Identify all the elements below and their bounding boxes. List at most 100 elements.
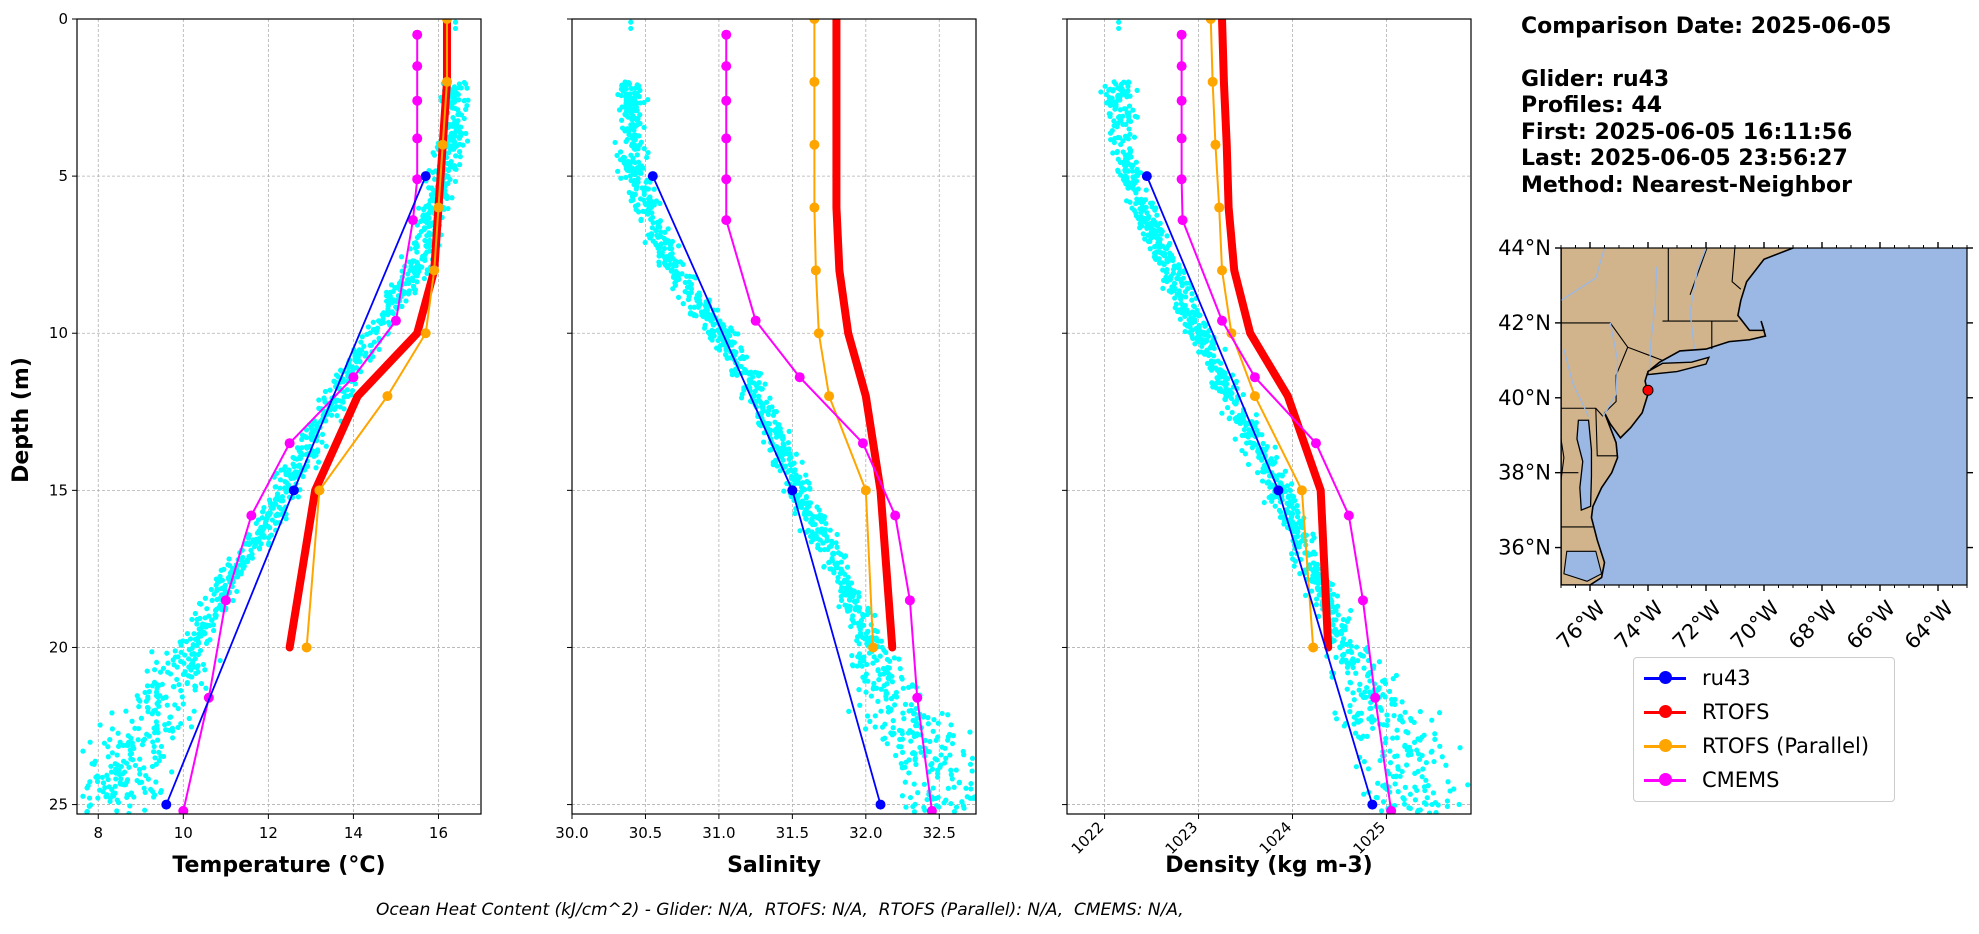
scatter-point (155, 737, 161, 743)
scatter-point (1428, 749, 1434, 755)
scatter-point (821, 530, 828, 536)
scatter-point (394, 285, 400, 291)
scatter-point (202, 630, 208, 637)
scatter-point (365, 324, 371, 330)
scatter-point (930, 785, 936, 791)
scatter-point (129, 718, 135, 724)
scatter-point (1338, 631, 1345, 637)
scatter-point (1154, 212, 1160, 218)
scatter-point (453, 153, 459, 159)
scatter-point (261, 504, 267, 511)
scatter-point (1229, 409, 1235, 416)
scatter-point (1122, 133, 1129, 139)
scatter-point (946, 731, 953, 737)
x-tick-label: 14 (344, 824, 363, 842)
scatter-point (680, 261, 686, 268)
scatter-point (1310, 560, 1317, 566)
series-point-ru43 (787, 485, 798, 496)
scatter-point (672, 282, 679, 288)
scatter-point (1201, 340, 1207, 346)
scatter-point (159, 681, 165, 687)
x-tick-label: 31.5 (776, 824, 809, 842)
scatter-point (1202, 332, 1208, 338)
scatter-point (687, 311, 693, 317)
scatter-point (1190, 335, 1196, 342)
scatter-point (152, 755, 158, 761)
scatter-point (379, 312, 385, 318)
scatter-point (780, 441, 786, 447)
scatter-point (1125, 88, 1131, 94)
first-time: First: 2025-06-05 16:11:56 (1521, 119, 1853, 145)
map-content (1561, 248, 1967, 585)
scatter-point (226, 556, 232, 562)
scatter-point (1238, 418, 1244, 424)
scatter-point (248, 547, 254, 553)
scatter-point (244, 557, 250, 563)
scatter-point (1133, 178, 1140, 184)
scatter-point (463, 130, 469, 137)
scatter-point (256, 545, 263, 551)
scatter-point (724, 330, 730, 336)
scatter-point (1111, 102, 1117, 108)
scatter-point (316, 405, 322, 411)
scatter-point (729, 327, 735, 334)
scatter-point (879, 724, 886, 730)
river (1689, 248, 1707, 350)
series-point-rtofs-parallel (809, 202, 820, 213)
scatter-point (1401, 796, 1407, 802)
scatter-point (175, 705, 181, 712)
scatter-point (371, 339, 377, 345)
scatter-point (764, 420, 771, 427)
scatter-point (738, 395, 745, 401)
scatter-point (188, 724, 195, 730)
scatter-point (967, 761, 974, 767)
scatter-point (924, 796, 930, 803)
scatter-point (187, 636, 194, 642)
scatter-point (729, 368, 735, 374)
scatter-point (1358, 735, 1364, 742)
scatter-point (637, 166, 643, 172)
scatter-point (829, 555, 835, 561)
scatter-point (757, 385, 763, 391)
scatter-point (1365, 766, 1372, 772)
scatter-point (643, 179, 649, 185)
scatter-point (114, 762, 120, 768)
scatter-point (842, 577, 848, 583)
series-point-rtofs-parallel (1210, 139, 1221, 150)
scatter-point (421, 226, 427, 233)
scatter-point (114, 752, 120, 758)
river (1648, 266, 1658, 370)
series-point-cmems (1176, 174, 1187, 185)
scatter-point (409, 275, 416, 281)
scatter-point (786, 428, 792, 434)
scatter-point (872, 612, 878, 618)
scatter-point (959, 799, 965, 805)
scatter-point (1384, 712, 1390, 718)
scatter-point (1393, 672, 1400, 679)
scatter-point (127, 803, 133, 809)
scatter-point (896, 656, 902, 662)
scatter-point (1223, 394, 1229, 400)
scatter-point (102, 784, 108, 791)
scatter-point (1234, 397, 1240, 403)
scatter-point (628, 152, 634, 158)
scatter-point (902, 779, 908, 785)
scatter-point (176, 681, 182, 688)
scatter-point (112, 783, 118, 789)
scatter-point (1423, 760, 1429, 766)
scatter-point (1194, 335, 1200, 341)
scatter-point (203, 685, 209, 691)
scatter-point (1127, 131, 1133, 137)
scatter-point (125, 739, 132, 746)
scatter-point (612, 139, 618, 146)
scatter-point (1387, 760, 1394, 766)
scatter-point (450, 123, 456, 129)
scatter-point (864, 713, 871, 719)
scatter-point (1133, 168, 1139, 175)
scatter-point (1110, 88, 1116, 94)
plot-area (80, 19, 471, 814)
scatter-point (202, 615, 208, 621)
x-tick-label: 32.5 (923, 824, 956, 842)
scatter-point (230, 565, 236, 572)
